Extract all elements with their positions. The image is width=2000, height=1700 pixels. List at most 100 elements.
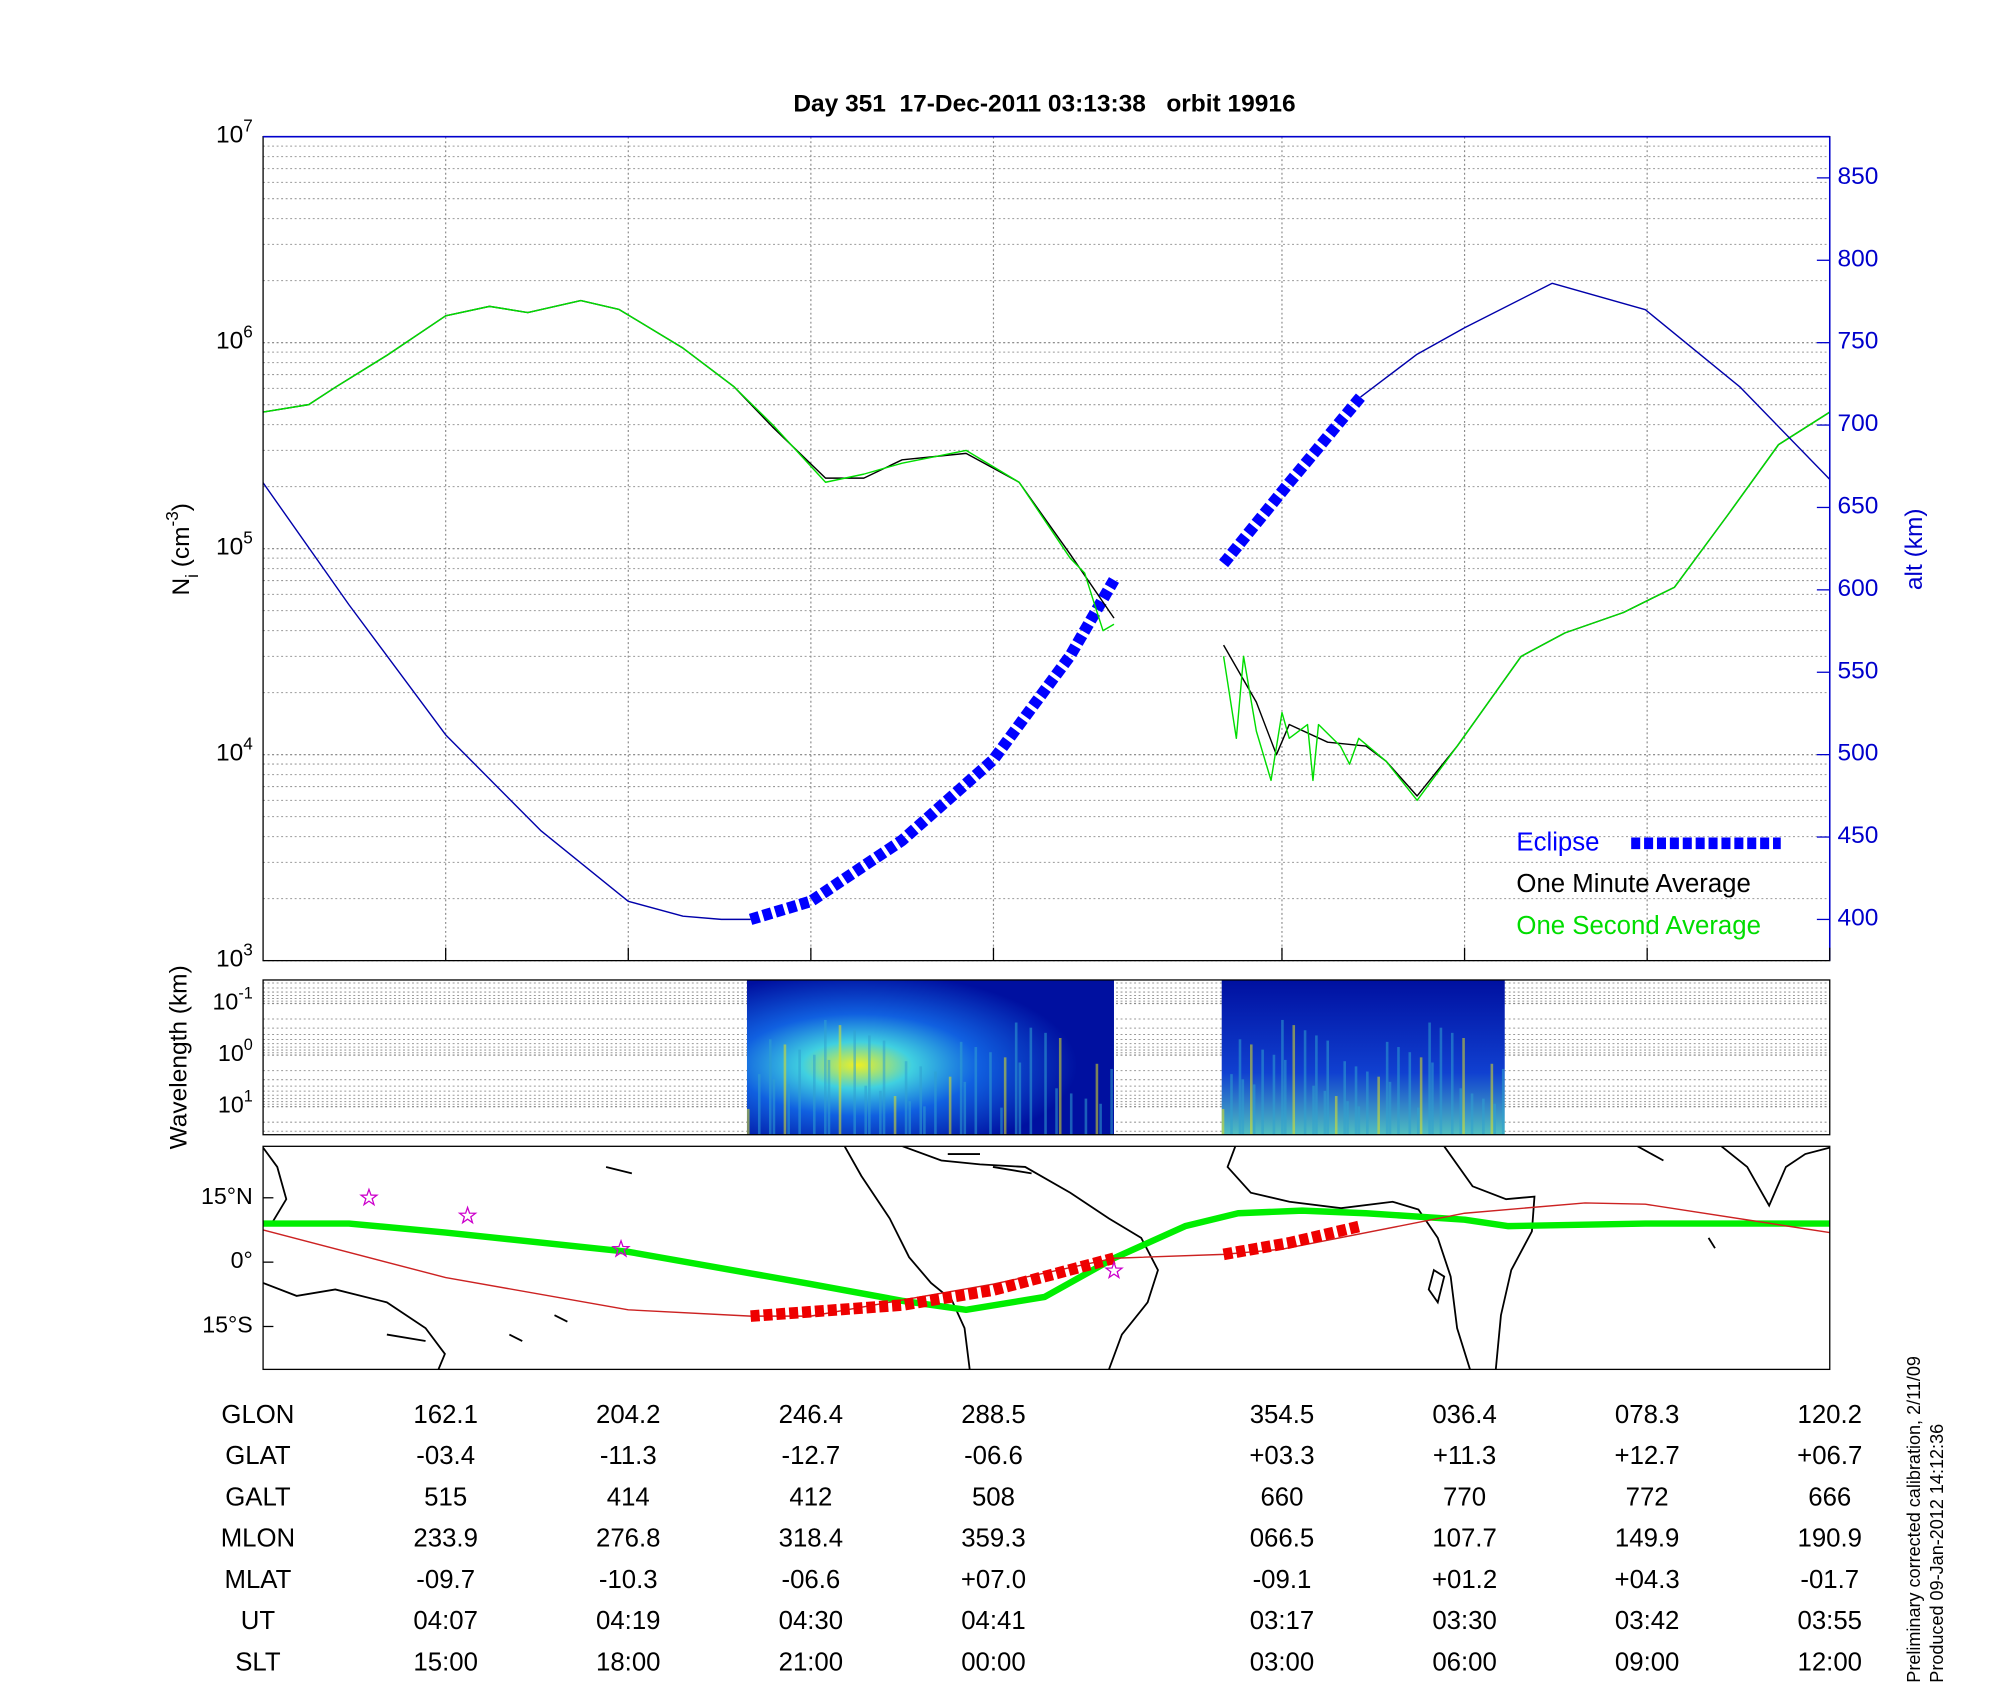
spectrogram-streak <box>1292 1025 1296 1135</box>
table-cell: +01.2 <box>1432 1566 1497 1594</box>
y-axis-label: Wavelength (km) <box>166 965 193 1149</box>
table-cell: 414 <box>607 1483 650 1511</box>
table-cell: 149.9 <box>1615 1524 1679 1552</box>
spectrogram-streak <box>1283 1059 1287 1135</box>
table-cell: 03:17 <box>1250 1607 1314 1635</box>
spectrogram-streak <box>1312 1085 1315 1135</box>
table-cell: 772 <box>1626 1483 1669 1511</box>
spectrogram-streak <box>1346 1101 1349 1135</box>
y2-tick-label: 600 <box>1837 575 1878 602</box>
table-cell: +03.3 <box>1249 1442 1314 1470</box>
spectrogram-streak <box>1470 1093 1474 1135</box>
spectrogram-streak <box>1490 1063 1494 1135</box>
table-cell: 233.9 <box>413 1524 477 1552</box>
spectrogram-streak <box>1462 1038 1465 1135</box>
table-cell: 03:00 <box>1250 1648 1314 1676</box>
table-row-label: MLAT <box>225 1566 292 1594</box>
y2-tick-label: 400 <box>1837 905 1878 932</box>
spectrogram-streak <box>1419 1057 1423 1135</box>
y2-tick-label: 700 <box>1837 411 1878 438</box>
spectrogram-streak <box>1281 1019 1284 1135</box>
legend-label: One Minute Average <box>1516 870 1750 898</box>
spectrogram-streak <box>1084 1098 1088 1135</box>
table-cell: +06.7 <box>1797 1442 1862 1470</box>
table-cell: 04:19 <box>596 1607 660 1635</box>
spectrogram-streak <box>1058 1038 1062 1135</box>
table-cell: -12.7 <box>782 1442 841 1470</box>
spectrogram-streak <box>974 1047 978 1135</box>
spectrogram-streak <box>934 1071 937 1135</box>
table-cell: 078.3 <box>1615 1401 1679 1429</box>
table-cell: 276.8 <box>596 1524 660 1552</box>
table-cell: 162.1 <box>413 1401 477 1429</box>
spectrogram-streak <box>1354 1066 1358 1135</box>
table-cell: 190.9 <box>1798 1524 1862 1552</box>
table-cell: 04:41 <box>961 1607 1025 1635</box>
spectrogram-streak <box>1439 1027 1443 1135</box>
spectrogram-streak <box>757 1074 761 1135</box>
y2-axis-label: alt (km) <box>1902 508 1929 590</box>
y-tick-label: 101 <box>218 1088 253 1118</box>
spectrogram-streak <box>1385 1041 1389 1135</box>
series-line <box>750 1220 1362 1322</box>
spectrogram-streak <box>787 1084 790 1135</box>
footer-note: Produced 09-Jan-2012 14:12:36 <box>1927 1424 1947 1683</box>
table-cell: 18:00 <box>596 1648 660 1676</box>
spectrogram-streak <box>1315 1035 1318 1135</box>
chart-title: Day 351 17-Dec-2011 03:13:38 orbit 19916 <box>793 91 1295 118</box>
table-cell: 515 <box>424 1483 467 1511</box>
table-cell: 06:00 <box>1432 1648 1496 1676</box>
y-axis-label: Ni (cm-3) <box>162 503 202 596</box>
spectrogram-streak <box>772 1079 776 1135</box>
spectrogram-streak <box>1252 1084 1256 1135</box>
spectrogram-streak <box>1000 1107 1003 1135</box>
table-cell: 246.4 <box>779 1401 843 1429</box>
spectrogram-streak <box>1416 1107 1420 1135</box>
table-cell: 15:00 <box>413 1648 477 1676</box>
spectrogram-streak <box>1428 1022 1431 1135</box>
legend-label: Eclipse <box>1516 828 1599 856</box>
table-cell: -01.7 <box>1800 1566 1859 1594</box>
spectrogram-streak <box>1238 1039 1242 1135</box>
table-cell: 09:00 <box>1615 1648 1679 1676</box>
spectrogram-streak <box>1272 1054 1276 1135</box>
table-cell: -09.7 <box>416 1566 475 1594</box>
spectrogram-streak <box>1055 1088 1058 1135</box>
table-cell: 03:30 <box>1432 1607 1496 1635</box>
table-cell: -09.1 <box>1253 1566 1312 1594</box>
spectrogram-streak <box>1459 1088 1463 1135</box>
spectrogram-streak <box>1493 1103 1496 1135</box>
spectrogram-streak <box>1323 1090 1327 1135</box>
spectrogram-streak <box>838 1025 842 1135</box>
table-cell: 03:55 <box>1798 1607 1862 1635</box>
y2-tick-label: 500 <box>1837 740 1878 767</box>
spectrogram-streak <box>1408 1052 1412 1135</box>
spectrogram-streak <box>1241 1079 1245 1135</box>
spectrogram-streak <box>813 1054 816 1135</box>
spectrogram-streak <box>989 1052 992 1135</box>
table-cell: 354.5 <box>1250 1401 1314 1429</box>
spectrogram-streak <box>1018 1062 1022 1135</box>
spectrogram-streak <box>1450 1032 1454 1135</box>
spectrogram-streak <box>879 1090 882 1135</box>
table-cell: +07.0 <box>961 1566 1026 1594</box>
y-tick-label: 106 <box>216 321 253 355</box>
table-cell: 318.4 <box>779 1524 843 1552</box>
table-cell: -10.3 <box>599 1566 658 1594</box>
table-cell: 120.2 <box>1798 1401 1862 1429</box>
table-cell: 204.2 <box>596 1401 660 1429</box>
y-tick-label: 103 <box>216 939 253 973</box>
spectrogram-streak <box>868 1035 871 1135</box>
table-cell: +04.3 <box>1615 1566 1680 1594</box>
table-cell: 660 <box>1260 1483 1303 1511</box>
spectrogram-streak <box>1326 1040 1330 1135</box>
table-cell: +12.7 <box>1615 1442 1680 1470</box>
spectrogram-streak <box>1431 1062 1434 1135</box>
coastlines <box>263 1146 1830 1370</box>
star-marker <box>359 1187 379 1207</box>
spectrogram-block <box>1221 979 1505 1135</box>
spectrogram-streak <box>908 1101 912 1135</box>
table-cell: -11.3 <box>600 1442 657 1470</box>
